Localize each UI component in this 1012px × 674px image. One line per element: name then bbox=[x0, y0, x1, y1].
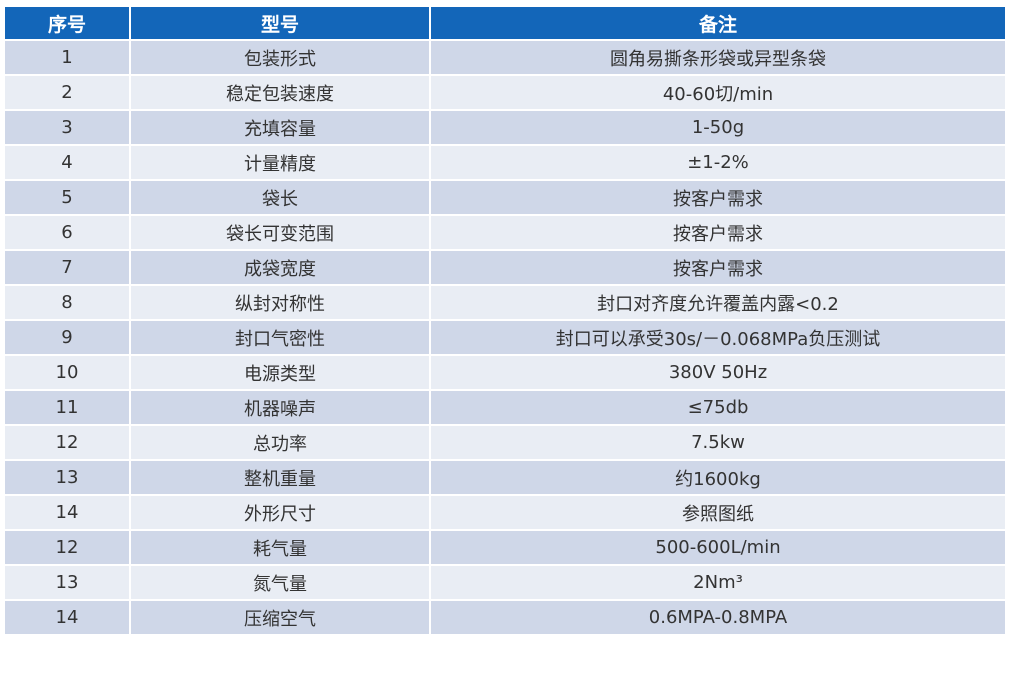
row-remark-cell: 40-60切/min bbox=[430, 75, 1005, 111]
row-item-cell: 压缩空气 bbox=[130, 600, 431, 636]
row-index-cell: 3 bbox=[5, 110, 131, 146]
row-remark-cell: 2Nm³ bbox=[430, 565, 1005, 601]
row-index-cell: 14 bbox=[5, 600, 131, 636]
row-remark-cell: 500-600L/min bbox=[430, 530, 1005, 566]
table-row: 9 封口气密性 封口可以承受30s/－0.068MPa负压测试 bbox=[5, 320, 1005, 356]
table-row: 13 氮气量 2Nm³ bbox=[5, 565, 1005, 601]
row-remark-cell: 0.6MPA-0.8MPA bbox=[430, 600, 1005, 636]
row-index-cell: 11 bbox=[5, 390, 131, 426]
row-remark-cell: 约1600kg bbox=[430, 460, 1005, 496]
row-item-cell: 纵封对称性 bbox=[130, 285, 431, 321]
row-index-cell: 14 bbox=[5, 495, 131, 531]
row-index-cell: 12 bbox=[5, 425, 131, 461]
table-row: 10 电源类型 380V 50Hz bbox=[5, 355, 1005, 391]
table-row: 14 压缩空气 0.6MPA-0.8MPA bbox=[5, 600, 1005, 636]
row-index-cell: 8 bbox=[5, 285, 131, 321]
row-remark-cell: 按客户需求 bbox=[430, 250, 1005, 286]
row-remark-cell: 封口可以承受30s/－0.068MPa负压测试 bbox=[430, 320, 1005, 356]
row-remark-cell: 按客户需求 bbox=[430, 215, 1005, 251]
row-remark-cell: 按客户需求 bbox=[430, 180, 1005, 216]
table-row: 11 机器噪声 ≤75db bbox=[5, 390, 1005, 426]
row-remark-cell: 380V 50Hz bbox=[430, 355, 1005, 391]
row-index-cell: 13 bbox=[5, 565, 131, 601]
row-index-cell: 7 bbox=[5, 250, 131, 286]
row-remark-cell: ±1-2% bbox=[430, 145, 1005, 181]
row-item-cell: 氮气量 bbox=[130, 565, 431, 601]
row-index-cell: 5 bbox=[5, 180, 131, 216]
table-row: 7 成袋宽度 按客户需求 bbox=[5, 250, 1005, 286]
row-remark-cell: 1-50g bbox=[430, 110, 1005, 146]
header-index: 序号 bbox=[5, 7, 131, 41]
row-item-cell: 袋长可变范围 bbox=[130, 215, 431, 251]
row-item-cell: 外形尺寸 bbox=[130, 495, 431, 531]
row-item-cell: 电源类型 bbox=[130, 355, 431, 391]
table-row: 14 外形尺寸 参照图纸 bbox=[5, 495, 1005, 531]
table-row: 8 纵封对称性 封口对齐度允许覆盖内露<0.2 bbox=[5, 285, 1005, 321]
table-row: 1 包装形式 圆角易撕条形袋或异型条袋 bbox=[5, 40, 1005, 76]
row-item-cell: 成袋宽度 bbox=[130, 250, 431, 286]
row-item-cell: 稳定包装速度 bbox=[130, 75, 431, 111]
row-index-cell: 10 bbox=[5, 355, 131, 391]
row-index-cell: 9 bbox=[5, 320, 131, 356]
row-item-cell: 计量精度 bbox=[130, 145, 431, 181]
row-remark-cell: 7.5kw bbox=[430, 425, 1005, 461]
row-item-cell: 充填容量 bbox=[130, 110, 431, 146]
table-row: 3 充填容量 1-50g bbox=[5, 110, 1005, 146]
row-item-cell: 封口气密性 bbox=[130, 320, 431, 356]
header-row: 序号 型号 备注 bbox=[5, 7, 1005, 41]
row-item-cell: 袋长 bbox=[130, 180, 431, 216]
row-item-cell: 整机重量 bbox=[130, 460, 431, 496]
spec-table: 序号 型号 备注 1 包装形式 圆角易撕条形袋或异型条袋 2 稳定包装速度 40-60切/… bbox=[5, 7, 1005, 636]
row-index-cell: 1 bbox=[5, 40, 131, 76]
table-row: 12 总功率 7.5kw bbox=[5, 425, 1005, 461]
row-item-cell: 包装形式 bbox=[130, 40, 431, 76]
row-remark-cell: 参照图纸 bbox=[430, 495, 1005, 531]
table-row: 4 计量精度 ±1-2% bbox=[5, 145, 1005, 181]
row-index-cell: 6 bbox=[5, 215, 131, 251]
row-index-cell: 2 bbox=[5, 75, 131, 111]
row-index-cell: 13 bbox=[5, 460, 131, 496]
table-row: 12 耗气量 500-600L/min bbox=[5, 530, 1005, 566]
header-model: 型号 bbox=[130, 7, 431, 41]
row-item-cell: 机器噪声 bbox=[130, 390, 431, 426]
row-index-cell: 12 bbox=[5, 530, 131, 566]
table-row: 5 袋长 按客户需求 bbox=[5, 180, 1005, 216]
row-index-cell: 4 bbox=[5, 145, 131, 181]
table-row: 2 稳定包装速度 40-60切/min bbox=[5, 75, 1005, 111]
row-remark-cell: ≤75db bbox=[430, 390, 1005, 426]
row-item-cell: 耗气量 bbox=[130, 530, 431, 566]
table-row: 6 袋长可变范围 按客户需求 bbox=[5, 215, 1005, 251]
row-item-cell: 总功率 bbox=[130, 425, 431, 461]
row-remark-cell: 封口对齐度允许覆盖内露<0.2 bbox=[430, 285, 1005, 321]
header-remarks: 备注 bbox=[430, 7, 1005, 41]
row-remark-cell: 圆角易撕条形袋或异型条袋 bbox=[430, 40, 1005, 76]
table-row: 13 整机重量 约1600kg bbox=[5, 460, 1005, 496]
